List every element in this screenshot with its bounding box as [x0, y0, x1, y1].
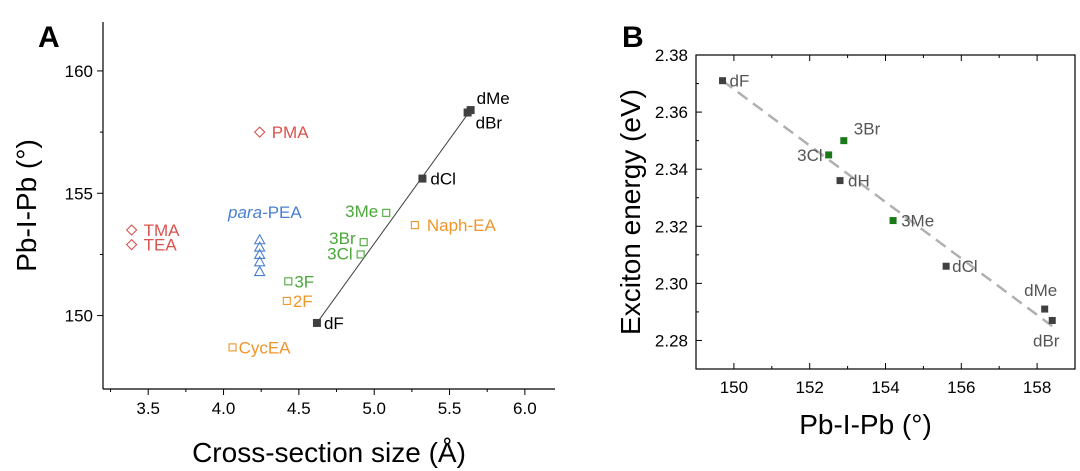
x-axis-title: Pb-I-Pb (°) [799, 409, 932, 440]
y-tick-label: 150 [65, 307, 93, 326]
marker-square [840, 137, 848, 145]
point-label: dBr [476, 114, 503, 133]
fit-line [316, 109, 472, 324]
marker-square [889, 217, 897, 225]
point-label: dMe [477, 89, 510, 108]
marker-square-open [356, 250, 365, 259]
point-label: TMA [144, 221, 181, 240]
marker-square [1048, 316, 1056, 324]
point-label: dBr [1033, 331, 1060, 350]
annotation-text: PEA [268, 203, 303, 222]
x-tick-label: 158 [1023, 378, 1051, 397]
annotation-para-pea: para-PEA [227, 203, 302, 222]
point-label: Naph-EA [427, 216, 497, 235]
panel-b: B 150 152 154 156 158 2.28 2.30 2.32 2.34 2.36 2.38… [615, 21, 1076, 440]
marker-triangle [253, 248, 266, 259]
marker-square-open [382, 208, 391, 217]
annotation-italic-prefix: para- [227, 203, 268, 222]
x-tick-label: 4.0 [212, 399, 236, 418]
y-tick-label: 160 [65, 62, 93, 81]
marker-square-open [284, 277, 293, 286]
x-tick-label: 5.5 [438, 399, 462, 418]
y-tick-label: 2.34 [655, 160, 688, 179]
marker-diamond [125, 238, 138, 251]
y-axis-title: Pb-I-Pb (°) [11, 139, 42, 272]
point-label: 2F [293, 292, 313, 311]
panel-a: A 3.5 4.0 4.5 5.0 5.5 6.0 150 155 160 Cross-sectio… [11, 21, 555, 468]
marker-square [312, 318, 321, 327]
marker-diamond [125, 224, 138, 236]
point-label: 3Br [329, 229, 356, 248]
marker-square [1041, 305, 1049, 313]
marker-square-open [410, 221, 419, 230]
point-label: 3Me [901, 212, 934, 231]
point-label: 3Br [854, 120, 881, 139]
point-label: CycEA [239, 338, 292, 357]
marker-diamond [253, 126, 266, 138]
point-label: PMA [272, 123, 310, 142]
point-label: dH [848, 172, 870, 191]
plot-frame [695, 54, 1076, 370]
point-label: dF [730, 72, 750, 91]
marker-triangle [253, 233, 266, 245]
marker-square [719, 77, 727, 85]
x-tick-label: 150 [720, 378, 748, 397]
marker-triangle [253, 240, 266, 252]
x-tick-label: 3.5 [136, 399, 160, 418]
point-label: TEA [144, 236, 178, 255]
y-tick-label: 2.32 [655, 217, 688, 236]
marker-square [825, 151, 833, 159]
marker-triangle [253, 265, 266, 277]
marker-square [836, 177, 844, 185]
point-label: dCl [430, 170, 456, 189]
marker-square-open [228, 343, 237, 352]
point-label: 3Cl [327, 244, 353, 263]
point-label: dF [324, 314, 344, 333]
y-tick-label: 2.38 [655, 46, 688, 65]
point-label: 3Cl [797, 146, 823, 165]
x-tick-label: 5.0 [362, 399, 386, 418]
panel-label-b: B [622, 21, 644, 54]
y-tick-label: 2.30 [655, 274, 688, 293]
point-label: 3F [294, 272, 314, 291]
fit-line-dashed [721, 79, 1054, 328]
x-tick-label: 154 [871, 378, 899, 397]
marker-square-open [282, 296, 291, 305]
x-axis-title: Cross-section size (Å) [192, 437, 466, 468]
point-label: dMe [1024, 281, 1057, 300]
y-tick-label: 155 [65, 184, 93, 203]
marker-square [418, 174, 427, 183]
marker-square [942, 262, 950, 270]
point-label: 3Me [345, 202, 378, 221]
x-tick-label: 152 [796, 378, 824, 397]
panel-label-a: A [38, 21, 60, 54]
x-tick-label: 6.0 [513, 399, 537, 418]
y-axis-title: Exciton energy (eV) [615, 89, 646, 335]
point-label: dCl [952, 257, 978, 276]
x-tick-label: 4.5 [287, 399, 311, 418]
marker-square-open [359, 238, 368, 247]
marker-square [466, 106, 475, 115]
y-tick-label: 2.36 [655, 103, 688, 122]
x-tick-label: 156 [947, 378, 975, 397]
y-tick-label: 2.28 [655, 331, 688, 350]
